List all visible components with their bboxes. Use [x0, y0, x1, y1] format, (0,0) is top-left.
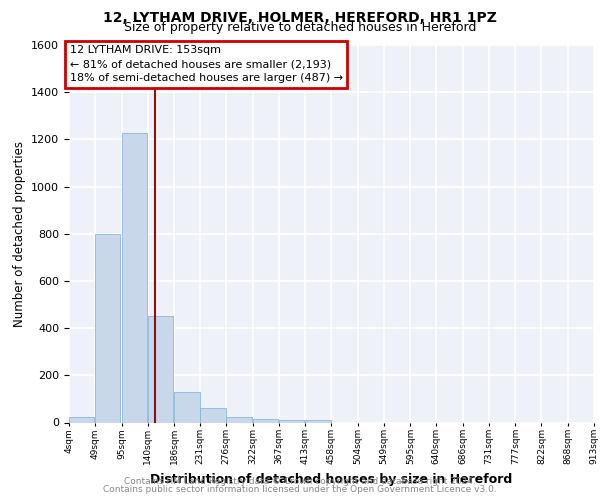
Bar — [278, 420, 304, 422]
Text: Contains HM Land Registry data © Crown copyright and database right 2024.: Contains HM Land Registry data © Crown c… — [124, 477, 476, 486]
Bar — [69, 416, 94, 422]
Text: Size of property relative to detached houses in Hereford: Size of property relative to detached ho… — [124, 22, 476, 35]
Bar — [174, 392, 200, 422]
Y-axis label: Number of detached properties: Number of detached properties — [13, 141, 26, 327]
X-axis label: Distribution of detached houses by size in Hereford: Distribution of detached houses by size … — [151, 473, 512, 486]
Text: 12 LYTHAM DRIVE: 153sqm
← 81% of detached houses are smaller (2,193)
18% of semi: 12 LYTHAM DRIVE: 153sqm ← 81% of detache… — [70, 46, 343, 84]
Text: 12, LYTHAM DRIVE, HOLMER, HEREFORD, HR1 1PZ: 12, LYTHAM DRIVE, HOLMER, HEREFORD, HR1 … — [103, 11, 497, 25]
Bar — [226, 416, 251, 422]
Text: Contains public sector information licensed under the Open Government Licence v3: Contains public sector information licen… — [103, 485, 497, 494]
Bar — [200, 408, 226, 422]
Bar — [305, 420, 331, 422]
Bar — [148, 316, 173, 422]
Bar — [122, 134, 147, 422]
Bar — [253, 419, 278, 422]
Bar — [95, 234, 121, 422]
